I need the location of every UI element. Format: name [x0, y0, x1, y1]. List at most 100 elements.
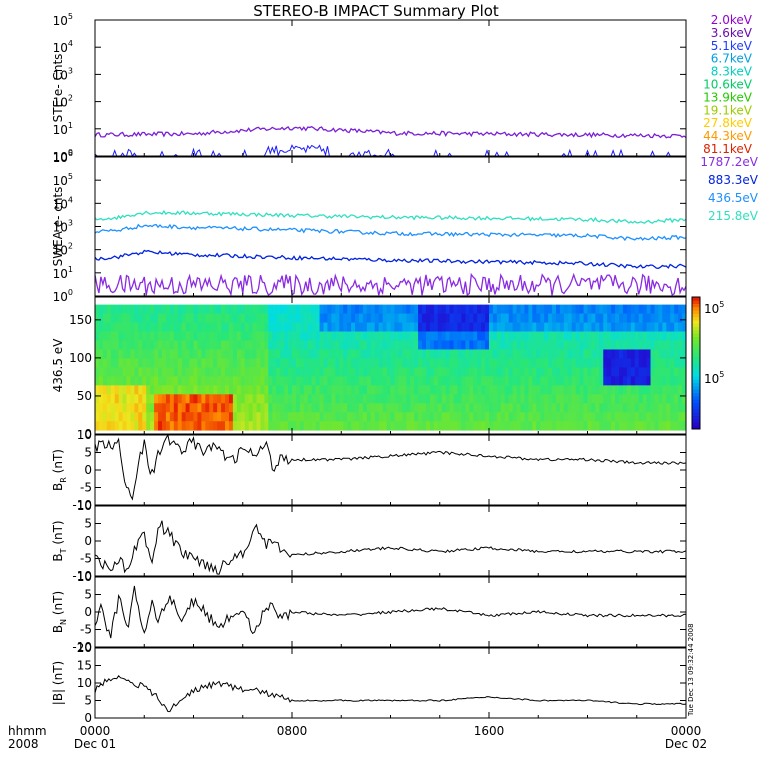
heatmap-cell	[477, 367, 482, 377]
heatmap-cell	[374, 367, 380, 377]
heatmap-cell	[658, 394, 663, 404]
heatmap-cell	[347, 331, 352, 341]
heatmap-cell	[579, 340, 584, 350]
heatmap-cell	[587, 304, 592, 314]
heatmap-cell	[197, 367, 202, 377]
heatmap-cell	[477, 304, 482, 314]
heatmap-cell	[611, 367, 616, 377]
heatmap-cell	[465, 340, 470, 350]
heatmap-cell	[611, 331, 616, 341]
heatmap-cell	[630, 322, 636, 332]
heatmap-cell	[146, 376, 151, 386]
heatmap-cell	[666, 358, 671, 368]
heatmap-cell	[358, 304, 364, 314]
heatmap-cell	[288, 412, 293, 422]
heatmap-cell	[240, 421, 246, 431]
heatmap-cell	[461, 340, 466, 350]
heatmap-cell	[638, 412, 644, 422]
heatmap-cell	[638, 403, 644, 413]
heatmap-cell	[504, 304, 510, 314]
heatmap-cell	[303, 367, 309, 377]
heatmap-cell	[425, 340, 431, 350]
heatmap-cell	[169, 385, 175, 395]
heatmap-cell	[362, 394, 368, 404]
heatmap-cell	[307, 340, 313, 350]
heatmap-cell	[630, 313, 636, 323]
heatmap-cell	[154, 331, 159, 341]
heatmap-cell	[559, 394, 565, 404]
heatmap-cell	[382, 331, 387, 341]
heatmap-cell	[315, 349, 320, 359]
heatmap-cell	[528, 340, 533, 350]
heatmap-cell	[567, 421, 573, 431]
heatmap-cell	[98, 367, 104, 377]
y-tick-label: -10	[72, 498, 92, 512]
heatmap-cell	[575, 304, 581, 314]
heatmap-cell	[516, 331, 521, 341]
heatmap-cell	[228, 313, 234, 323]
heatmap-cell	[173, 421, 179, 431]
heatmap-cell	[512, 394, 517, 404]
heatmap-cell	[327, 421, 332, 431]
heatmap-cell	[189, 313, 194, 323]
heatmap-cell	[559, 322, 565, 332]
heatmap-cell	[481, 358, 486, 368]
heatmap-cell	[638, 313, 644, 323]
heatmap-cell	[394, 331, 399, 341]
heatmap-cell	[437, 394, 443, 404]
heatmap-cell	[520, 367, 525, 377]
heatmap-cell	[481, 394, 486, 404]
colorbar-swatch	[692, 405, 700, 410]
heatmap-cell	[603, 376, 608, 386]
heatmap-cell	[240, 376, 246, 386]
heatmap-cell	[508, 376, 514, 386]
heatmap-cell	[536, 340, 541, 350]
heatmap-cell	[630, 394, 636, 404]
heatmap-cell	[579, 421, 584, 431]
heatmap-cell	[670, 340, 675, 350]
heatmap-cell	[339, 349, 344, 359]
heatmap-cell	[189, 394, 194, 404]
heatmap-cell	[437, 376, 443, 386]
heatmap-cell	[150, 322, 155, 332]
heatmap-cell	[221, 313, 226, 323]
heatmap-cell	[528, 385, 533, 395]
heatmap-cell	[225, 385, 230, 395]
heatmap-cell	[630, 358, 636, 368]
heatmap-cell	[595, 331, 600, 341]
heatmap-cell	[95, 403, 100, 413]
series-line-1787.2eV	[94, 272, 687, 297]
heatmap-cell	[225, 358, 230, 368]
heatmap-cell	[225, 349, 230, 359]
heatmap-cell	[615, 385, 620, 395]
heatmap-cell	[398, 367, 403, 377]
heatmap-cell	[299, 358, 305, 368]
heatmap-cell	[106, 313, 112, 323]
heatmap-cell	[197, 394, 202, 404]
heatmap-cell	[122, 340, 127, 350]
heatmap-cell	[110, 403, 116, 413]
heatmap-cell	[654, 322, 659, 332]
heatmap-cell	[418, 313, 423, 323]
y-axis-label: BT (nT)	[51, 520, 68, 561]
heatmap-cell	[339, 403, 344, 413]
heatmap-cell	[485, 367, 490, 377]
heatmap-cell	[110, 367, 116, 377]
heatmap-cell	[591, 322, 596, 332]
heatmap-cell	[351, 304, 356, 314]
heatmap-cell	[528, 367, 533, 377]
heatmap-cell	[193, 385, 198, 395]
y-tick-label: -5	[80, 623, 92, 637]
heatmap-cell	[548, 358, 553, 368]
heatmap-cell	[492, 394, 498, 404]
heatmap-cell	[603, 349, 608, 359]
ste-legend-item: 10.6keV	[703, 78, 753, 92]
heatmap-cell	[173, 304, 179, 314]
heatmap-cell	[232, 412, 238, 422]
heatmap-cell	[315, 367, 320, 377]
heatmap-cell	[457, 385, 462, 395]
heatmap-cell	[213, 367, 218, 377]
colorbar-swatch	[692, 379, 700, 384]
y-axis-label: SWEA e- cnts	[51, 187, 65, 267]
heatmap-cell	[244, 331, 250, 341]
